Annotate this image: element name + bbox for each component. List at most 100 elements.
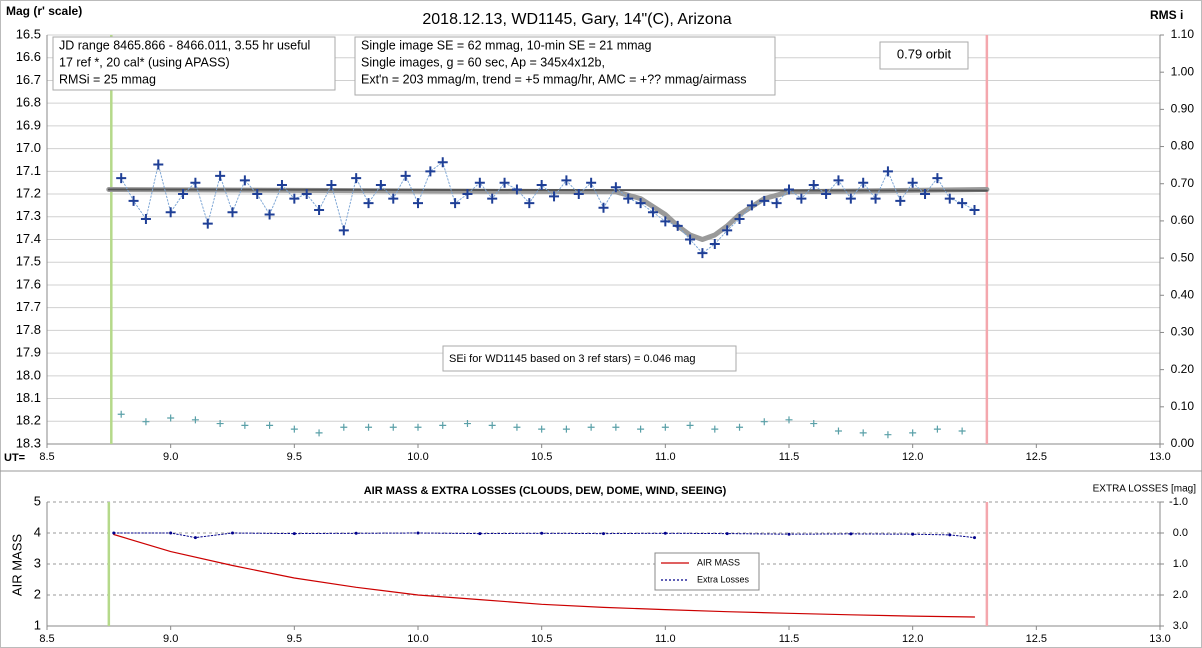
y-tick-label: 2 <box>34 586 41 601</box>
data-point <box>338 225 349 236</box>
data-point <box>561 175 572 186</box>
data-point <box>375 179 386 190</box>
y2-tick-label: 0.10 <box>1171 399 1195 413</box>
data-point <box>165 207 176 218</box>
data-point <box>462 189 473 200</box>
data-point <box>292 532 296 536</box>
data-point <box>511 184 522 195</box>
y2-tick-label: 1.10 <box>1171 27 1195 41</box>
data-point <box>264 209 275 220</box>
y-tick-label: 18.1 <box>16 390 41 405</box>
legend-label: Extra Losses <box>697 574 750 584</box>
x-tick-label: 12.0 <box>902 451 923 463</box>
x-tick-label: 9.0 <box>163 633 178 645</box>
data-point <box>602 532 605 536</box>
data-point <box>612 423 620 431</box>
data-point <box>128 195 139 206</box>
data-point <box>116 173 127 184</box>
data-point <box>314 204 325 215</box>
data-point <box>895 195 906 206</box>
data-point <box>759 195 770 206</box>
data-point <box>911 532 915 536</box>
series-line <box>107 188 988 192</box>
y-tick-label: 17.0 <box>16 140 41 155</box>
data-point <box>787 532 791 536</box>
data-point <box>586 177 597 188</box>
y-tick-label: 17.7 <box>16 299 41 314</box>
data-point <box>969 204 980 215</box>
annotation-box <box>442 345 737 372</box>
y-tick-label: 17.8 <box>16 322 41 337</box>
y2-tick-label: -1.0 <box>1169 496 1188 508</box>
y-tick-label: 17.5 <box>16 254 41 269</box>
data-point <box>400 170 411 181</box>
data-point <box>810 420 818 428</box>
annotation-text: Single images, g = 60 sec, Ap = 345x4x12… <box>361 55 605 69</box>
data-point <box>351 173 362 184</box>
y2-tick-label: 1.0 <box>1173 558 1188 570</box>
legend-label: AIR MASS <box>697 557 740 567</box>
y2-tick-label: 0.60 <box>1171 213 1195 227</box>
data-point <box>808 179 819 190</box>
data-point <box>635 198 646 209</box>
data-point <box>573 189 584 200</box>
x-tick-label: 11.0 <box>655 451 676 463</box>
series-line <box>120 161 975 254</box>
data-point <box>193 536 197 540</box>
y2-tick-label: 0.00 <box>1171 436 1195 450</box>
series-line <box>113 533 976 618</box>
data-point <box>637 425 645 433</box>
y-tick-label: 4 <box>34 524 41 539</box>
y-tick-label: 16.7 <box>16 72 41 87</box>
data-point <box>202 218 213 229</box>
x-tick-label: 11.5 <box>779 451 800 463</box>
y2-tick-label: 0.70 <box>1171 176 1195 190</box>
data-point <box>711 425 719 433</box>
data-point <box>414 423 422 431</box>
data-point <box>437 157 448 168</box>
y-tick-label: 18.3 <box>16 435 41 450</box>
data-point <box>178 189 189 200</box>
y-tick-label: 1 <box>34 617 41 632</box>
data-point <box>870 193 881 204</box>
data-point <box>647 207 658 218</box>
data-point <box>266 421 274 429</box>
data-point <box>709 239 720 250</box>
data-point <box>538 425 546 433</box>
data-point <box>833 175 844 186</box>
data-point <box>474 177 485 188</box>
data-point <box>736 423 744 431</box>
data-point <box>734 214 745 225</box>
data-point <box>167 414 175 422</box>
data-point <box>536 179 547 190</box>
data-point <box>488 421 496 429</box>
x-tick-label: 10.0 <box>407 633 428 645</box>
x-tick-label: 11.5 <box>779 633 800 645</box>
data-point <box>524 198 535 209</box>
data-point <box>722 225 733 236</box>
data-point <box>948 533 952 537</box>
legend-box <box>654 552 760 591</box>
data-point <box>354 531 358 535</box>
data-point <box>549 191 560 202</box>
data-point <box>859 429 867 437</box>
data-point <box>598 202 609 213</box>
data-point <box>796 193 807 204</box>
data-point <box>587 423 595 431</box>
annotation-text: 17 ref *, 20 cal* (using APASS) <box>59 55 230 69</box>
x-tick-label: 10.5 <box>531 451 552 463</box>
annotation-box <box>354 36 776 96</box>
data-point <box>513 423 521 431</box>
data-point <box>821 189 832 200</box>
data-point <box>231 531 234 535</box>
data-point <box>697 248 708 259</box>
y2-tick-label: 1.00 <box>1171 64 1195 78</box>
y-tick-label: 3 <box>34 555 41 570</box>
y2-tick-label: 0.40 <box>1171 287 1195 301</box>
data-point <box>112 531 116 535</box>
data-point <box>142 418 150 426</box>
data-point <box>858 177 869 188</box>
data-point <box>784 184 794 195</box>
